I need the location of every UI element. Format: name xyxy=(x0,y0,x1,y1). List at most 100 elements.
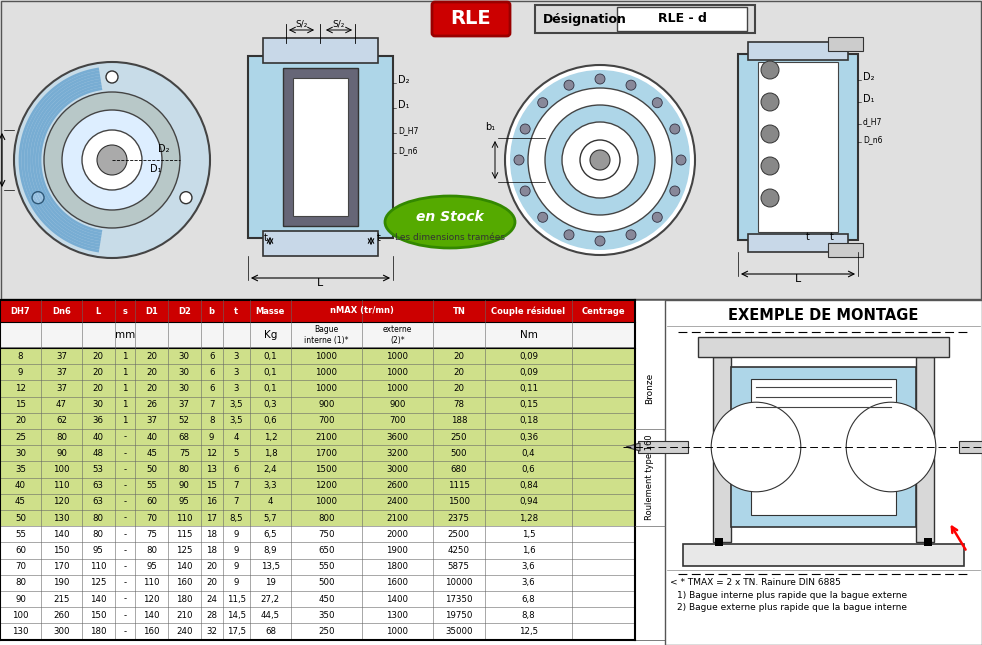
Bar xyxy=(916,357,934,542)
Text: 0,18: 0,18 xyxy=(518,417,538,426)
Bar xyxy=(263,231,378,256)
Text: L: L xyxy=(95,306,101,315)
Bar xyxy=(0,526,635,542)
Text: 500: 500 xyxy=(318,579,335,588)
Text: 2) Bague externe plus rapide que la bague interne: 2) Bague externe plus rapide que la bagu… xyxy=(677,603,907,612)
Text: 0,1: 0,1 xyxy=(263,368,277,377)
Text: TN: TN xyxy=(453,306,465,315)
Text: 70: 70 xyxy=(15,562,26,571)
Text: < * TMAX = 2 x TN. Rainure DIN 6885: < * TMAX = 2 x TN. Rainure DIN 6885 xyxy=(670,578,841,587)
Text: 120: 120 xyxy=(53,497,70,506)
Circle shape xyxy=(520,186,530,196)
Text: 37: 37 xyxy=(56,368,67,377)
Text: 5875: 5875 xyxy=(448,562,469,571)
Text: 35000: 35000 xyxy=(445,627,472,636)
Text: 1800: 1800 xyxy=(386,562,409,571)
Text: 48: 48 xyxy=(93,449,104,458)
Text: 2500: 2500 xyxy=(448,530,469,539)
Text: 19: 19 xyxy=(265,579,276,588)
Text: 12: 12 xyxy=(15,384,26,393)
Text: 1000: 1000 xyxy=(315,497,338,506)
Text: 350: 350 xyxy=(318,611,335,620)
Circle shape xyxy=(180,192,191,204)
Text: b₁: b₁ xyxy=(485,122,495,132)
Text: -: - xyxy=(124,595,127,604)
Text: 7: 7 xyxy=(234,481,239,490)
Text: 8: 8 xyxy=(18,352,24,361)
Bar xyxy=(683,544,964,566)
Bar xyxy=(0,559,635,575)
Bar xyxy=(0,542,635,559)
Circle shape xyxy=(761,157,779,175)
Text: 110: 110 xyxy=(143,579,160,588)
Text: 3: 3 xyxy=(234,352,239,361)
Text: 0,1: 0,1 xyxy=(263,352,277,361)
Bar xyxy=(0,300,635,322)
Text: 300: 300 xyxy=(53,627,70,636)
Bar xyxy=(0,397,635,413)
Text: 2100: 2100 xyxy=(315,433,338,442)
Text: 1: 1 xyxy=(122,400,128,409)
Circle shape xyxy=(761,125,779,143)
Text: 36: 36 xyxy=(93,417,104,426)
Text: Désignation: Désignation xyxy=(543,12,627,26)
Text: 20: 20 xyxy=(146,352,157,361)
Text: 9: 9 xyxy=(234,579,239,588)
Text: 180: 180 xyxy=(176,595,192,604)
Text: 700: 700 xyxy=(318,417,335,426)
Text: 13,5: 13,5 xyxy=(261,562,280,571)
Bar xyxy=(283,68,358,226)
Text: 37: 37 xyxy=(146,417,157,426)
Text: 68: 68 xyxy=(179,433,190,442)
Bar xyxy=(0,381,635,397)
Text: 18: 18 xyxy=(206,530,217,539)
Bar xyxy=(748,234,848,252)
Bar xyxy=(248,56,393,238)
Text: 14,5: 14,5 xyxy=(227,611,246,620)
Text: 30: 30 xyxy=(179,368,190,377)
Text: 28: 28 xyxy=(206,611,217,620)
Circle shape xyxy=(528,88,672,232)
Text: 9: 9 xyxy=(234,562,239,571)
Bar xyxy=(738,54,858,240)
Text: 20: 20 xyxy=(206,562,217,571)
Bar xyxy=(731,367,916,527)
Text: 0,09: 0,09 xyxy=(518,352,538,361)
Bar xyxy=(665,300,982,645)
Text: 40: 40 xyxy=(146,433,157,442)
Text: 120: 120 xyxy=(143,595,160,604)
Text: 20: 20 xyxy=(93,352,104,361)
Text: 50: 50 xyxy=(146,465,157,474)
Text: 45: 45 xyxy=(146,449,157,458)
Text: -: - xyxy=(124,497,127,506)
Text: 11,5: 11,5 xyxy=(227,595,246,604)
Bar xyxy=(0,364,635,381)
Text: 6: 6 xyxy=(209,368,214,377)
Text: 80: 80 xyxy=(93,513,104,522)
Bar xyxy=(263,38,378,63)
Text: 20: 20 xyxy=(206,579,217,588)
Text: Kg: Kg xyxy=(264,330,277,340)
Text: -: - xyxy=(124,465,127,474)
Text: 40: 40 xyxy=(15,481,26,490)
Text: 3,5: 3,5 xyxy=(230,400,244,409)
Text: 44,5: 44,5 xyxy=(261,611,280,620)
Circle shape xyxy=(97,145,127,175)
Text: 550: 550 xyxy=(318,562,335,571)
Circle shape xyxy=(670,186,680,196)
Text: 140: 140 xyxy=(53,530,70,539)
Text: 15: 15 xyxy=(206,481,217,490)
Text: 125: 125 xyxy=(90,579,107,588)
Circle shape xyxy=(505,65,695,255)
Text: 160: 160 xyxy=(143,627,160,636)
Text: 19750: 19750 xyxy=(445,611,472,620)
Text: 750: 750 xyxy=(318,530,335,539)
Text: 5,7: 5,7 xyxy=(263,513,277,522)
Text: 13: 13 xyxy=(206,465,217,474)
Text: 63: 63 xyxy=(93,481,104,490)
Text: 3: 3 xyxy=(234,384,239,393)
Text: 20: 20 xyxy=(454,368,464,377)
Text: D_n6: D_n6 xyxy=(863,135,883,144)
Text: 25: 25 xyxy=(15,433,26,442)
Bar xyxy=(293,78,348,216)
